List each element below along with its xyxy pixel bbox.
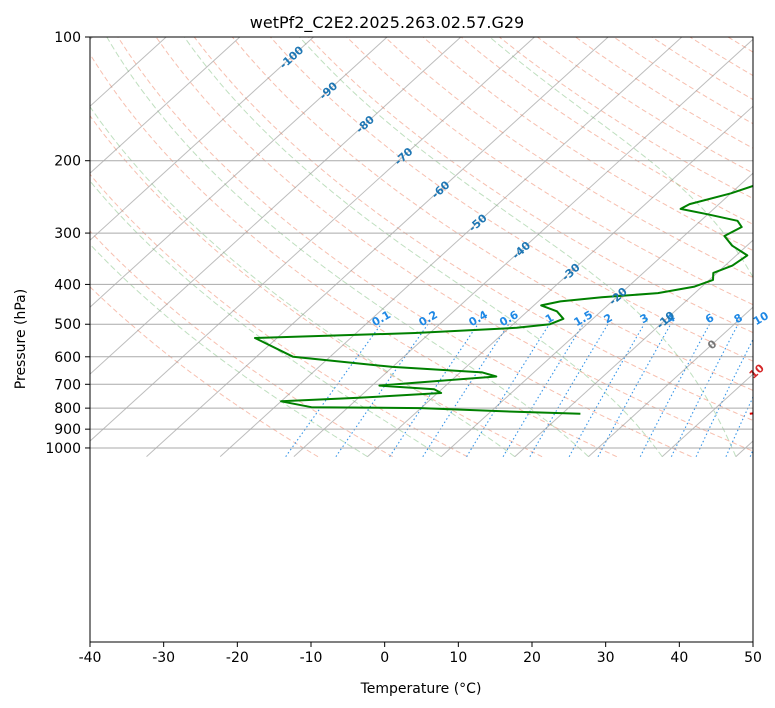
x-tick-label: 30 <box>597 650 615 666</box>
dry-adiabat-line <box>384 37 753 278</box>
y-tick-label: 500 <box>54 317 81 333</box>
dry-adiabat-line <box>460 37 753 225</box>
isotherm-line <box>514 239 753 458</box>
y-axis-ticks: 100 200 300 400 500 600 700 800 900 1000 <box>45 30 90 457</box>
y-tick-label: 900 <box>54 422 81 438</box>
isotherm-line <box>367 105 753 458</box>
mixing-ratio-label: 0.2 <box>416 308 439 329</box>
moist-adiabat-line <box>106 37 589 458</box>
dry-adiabat-line <box>117 37 692 458</box>
isotherm-line <box>588 306 753 458</box>
mixing-ratio-label: 1.5 <box>572 308 595 329</box>
y-tick-label: 300 <box>54 226 81 242</box>
x-tick-label: -20 <box>226 650 249 666</box>
mixing-ratio-line <box>639 323 710 457</box>
line-labels: 0.10.20.40.611.52346810131620253036-100-… <box>277 43 771 381</box>
isotherm-line <box>90 37 462 375</box>
y-tick-label: 100 <box>54 30 81 46</box>
mixing-ratio-line <box>749 448 753 457</box>
plot-frame <box>89 36 754 643</box>
dewpoint-profile-line <box>254 184 753 415</box>
mixing-ratio-line <box>422 323 510 457</box>
mixing-ratio-line <box>335 323 429 458</box>
x-tick-label: 20 <box>523 650 541 666</box>
moist-adiabat-line <box>183 37 663 457</box>
y-tick-label: 1000 <box>45 441 81 457</box>
data-series <box>254 184 753 415</box>
dry-adiabat-line <box>90 230 393 458</box>
dry-adiabat-line <box>766 37 775 457</box>
dry-adiabat-line <box>346 37 753 306</box>
isotherm-label: 10 <box>747 361 767 381</box>
x-tick-label: 10 <box>449 650 467 666</box>
y-tick-label: 600 <box>54 350 81 366</box>
dry-adiabat-line <box>270 37 753 362</box>
dry-adiabat-line <box>90 286 319 458</box>
x-tick-label: 50 <box>744 650 762 666</box>
x-axis-ticks: -40 -30 -20 -10 0 10 20 30 40 50 <box>79 642 762 666</box>
mixing-ratio-line <box>568 323 645 457</box>
isotherm-line <box>661 373 753 458</box>
mixing-ratio-line <box>597 323 672 457</box>
temperature-profile-line <box>749 412 753 415</box>
moist-adiabat-line <box>90 243 368 458</box>
dry-adiabat-line <box>155 37 753 452</box>
mixing-ratio-line <box>670 323 739 457</box>
mixing-ratio-line <box>389 323 479 457</box>
dry-adiabat-line <box>231 37 753 391</box>
x-tick-label: 40 <box>670 650 688 666</box>
moist-adiabat-line <box>90 105 516 458</box>
dry-adiabat-line <box>90 114 543 458</box>
isotherm-line <box>219 37 683 458</box>
y-tick-label: 400 <box>54 277 81 293</box>
isotherm-line <box>440 172 753 458</box>
y-tick-label: 700 <box>54 377 81 393</box>
chart-title: wetPf2_C2E2.2025.263.02.57.G29 <box>250 13 524 33</box>
isotherm-line <box>90 37 388 308</box>
isotherm-line <box>293 38 753 458</box>
mixing-ratio-label: 0.1 <box>370 308 393 329</box>
isotherm-line <box>90 37 241 174</box>
x-tick-label: 0 <box>380 650 389 666</box>
moist-adiabat-line <box>90 180 442 458</box>
mixing-ratio-label: 0.6 <box>497 308 521 329</box>
mixing-ratio-line <box>502 323 584 457</box>
mixing-ratio-line <box>529 323 609 457</box>
dry-adiabat-line <box>308 37 753 334</box>
isotherm-line <box>735 440 753 458</box>
background-lines <box>0 37 775 458</box>
dry-adiabat-line <box>193 37 753 421</box>
isotherm-line <box>90 37 314 241</box>
isotherm-line <box>90 37 93 40</box>
x-axis-label: Temperature (°C) <box>360 681 482 697</box>
isotherm-line <box>90 37 535 442</box>
moist-adiabat-line <box>299 37 737 457</box>
mixing-ratio-line <box>466 323 550 457</box>
isotherm-line <box>90 37 167 107</box>
mixing-ratio-label: 10 <box>751 309 771 328</box>
dry-adiabat-line <box>90 53 618 458</box>
dry-adiabat-line <box>90 173 468 458</box>
x-tick-label: -10 <box>300 650 323 666</box>
y-tick-label: 200 <box>54 154 81 170</box>
isotherm-line <box>0 37 19 457</box>
dry-adiabat-line <box>537 37 753 174</box>
y-axis-label: Pressure (hPa) <box>13 289 29 389</box>
y-tick-label: 800 <box>54 401 81 417</box>
isotherm-line <box>146 37 609 458</box>
x-tick-label: -40 <box>79 650 102 666</box>
x-tick-label: -30 <box>152 650 175 666</box>
